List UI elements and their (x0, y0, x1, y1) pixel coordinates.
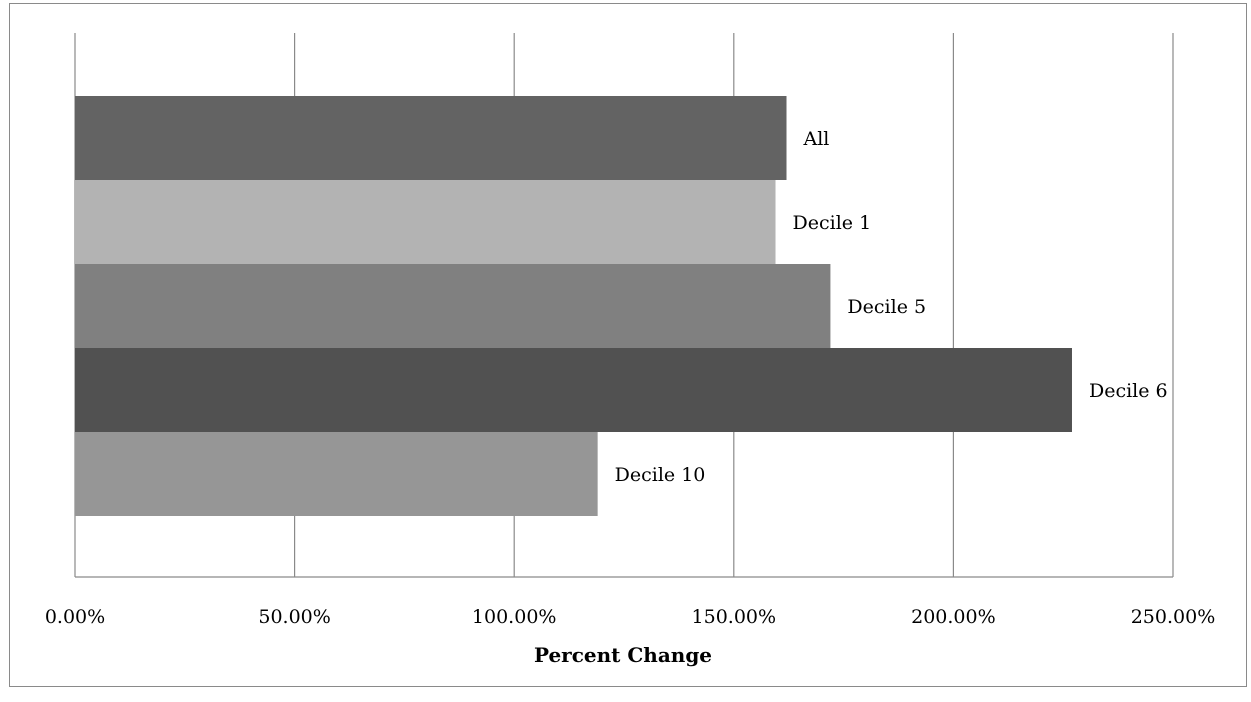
bar-label: Decile 6 (1089, 380, 1168, 402)
x-tick-label: 100.00% (472, 606, 557, 628)
x-tick-label: 150.00% (692, 606, 777, 628)
bar-label: Decile 1 (793, 212, 872, 234)
bar-decile-10 (75, 432, 598, 516)
bar-label: Decile 5 (847, 296, 926, 318)
x-tick-label: 250.00% (1131, 606, 1216, 628)
bars (75, 96, 1072, 516)
x-axis-title: Percent Change (534, 643, 712, 667)
bar-all (75, 96, 787, 180)
bar-decile-5 (75, 264, 831, 348)
bar-decile-1 (75, 180, 776, 264)
bar-label: Decile 10 (615, 464, 706, 486)
bar-decile-6 (75, 348, 1072, 432)
x-tick-labels: 0.00% 50.00% 100.00% 150.00% 200.00% 250.00% (45, 606, 1215, 628)
x-tick-label: 50.00% (258, 606, 330, 628)
bar-labels: All Decile 1 Decile 5 Decile 6 Decile 10 (615, 128, 1168, 486)
x-tick-label: 200.00% (911, 606, 996, 628)
x-tick-label: 0.00% (45, 606, 105, 628)
bar-label: All (803, 128, 830, 150)
